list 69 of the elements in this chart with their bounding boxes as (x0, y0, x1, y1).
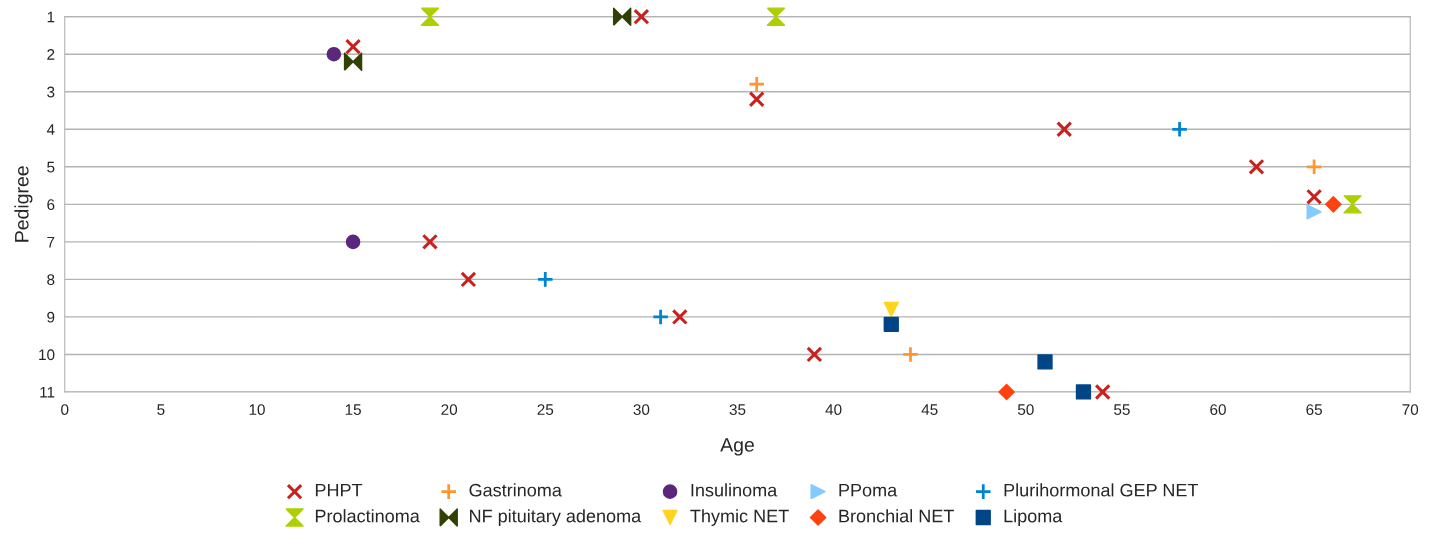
x-tick-label: 5 (157, 404, 165, 416)
y-tick-label: 7 (47, 236, 55, 248)
point (1325, 196, 1342, 213)
point (1075, 384, 1092, 400)
point (671, 308, 688, 326)
legend-label: NF pituitary adenoma (470, 509, 642, 526)
point (883, 316, 899, 333)
y-tick-label: 8 (47, 274, 55, 286)
x-tick-label: 40 (825, 404, 842, 416)
point (883, 301, 899, 318)
legend-label: Bronchial NET (839, 509, 954, 523)
point (1306, 204, 1322, 220)
legend-label: Insulinoma (691, 483, 778, 497)
legend-label: Plurihormonal GEP NET (1004, 483, 1199, 497)
x-axis-title: Age (720, 438, 754, 456)
legend-label: Lipoma (1004, 509, 1063, 526)
y-tick-label: 6 (47, 199, 55, 211)
point (1248, 158, 1265, 175)
x-tick-label: 15 (345, 404, 361, 416)
point (1037, 354, 1053, 370)
point (1305, 158, 1323, 176)
legend-label: Prolactinoma (315, 509, 420, 523)
x-tick-label: 55 (1114, 404, 1130, 416)
y-tick-label: 11 (40, 387, 55, 398)
point (651, 308, 670, 326)
x-tick-label: 50 (1017, 404, 1034, 416)
point (901, 345, 920, 364)
x-tick-label: 10 (249, 404, 265, 416)
y-axis-title: Pedigree (14, 166, 33, 242)
x-tick-label: 65 (1306, 404, 1322, 416)
point (1170, 120, 1189, 138)
point (1306, 188, 1323, 205)
y-tick-label: 4 (46, 124, 55, 135)
legend-label: PPoma (839, 483, 898, 497)
point (1094, 383, 1111, 401)
point (344, 38, 362, 55)
y-tick-label: 1 (47, 11, 55, 23)
point (748, 75, 766, 93)
point (612, 7, 632, 26)
x-tick-label: 45 (921, 404, 938, 416)
x-tick-label: 20 (441, 404, 458, 416)
point (1056, 121, 1073, 138)
point (460, 271, 477, 288)
legend-label: Gastrinoma (469, 483, 562, 497)
legend-label: Thymic NET (690, 509, 789, 526)
point (343, 52, 363, 71)
point (766, 7, 786, 26)
point (345, 234, 361, 250)
x-tick-label: 35 (729, 404, 746, 416)
y-tick-label: 9 (47, 311, 55, 323)
point (1343, 195, 1362, 214)
point (536, 270, 554, 289)
point (326, 46, 342, 62)
y-tick-label: 10 (39, 349, 55, 361)
point (421, 233, 439, 250)
y-tick-label: 5 (47, 161, 55, 173)
x-tick-label: 30 (633, 404, 650, 416)
x-tick-label: 70 (1402, 404, 1419, 416)
x-tick-label: 60 (1210, 404, 1226, 416)
x-tick-label: 0 (61, 404, 69, 416)
x-tick-label: 25 (537, 404, 554, 416)
legend-label: PHPT (315, 483, 363, 497)
y-tick-label: 3 (47, 86, 55, 98)
point (420, 7, 440, 26)
point (998, 383, 1015, 401)
point (748, 91, 765, 108)
point (806, 346, 823, 363)
point (633, 8, 650, 25)
y-tick-label: 2 (47, 49, 55, 60)
